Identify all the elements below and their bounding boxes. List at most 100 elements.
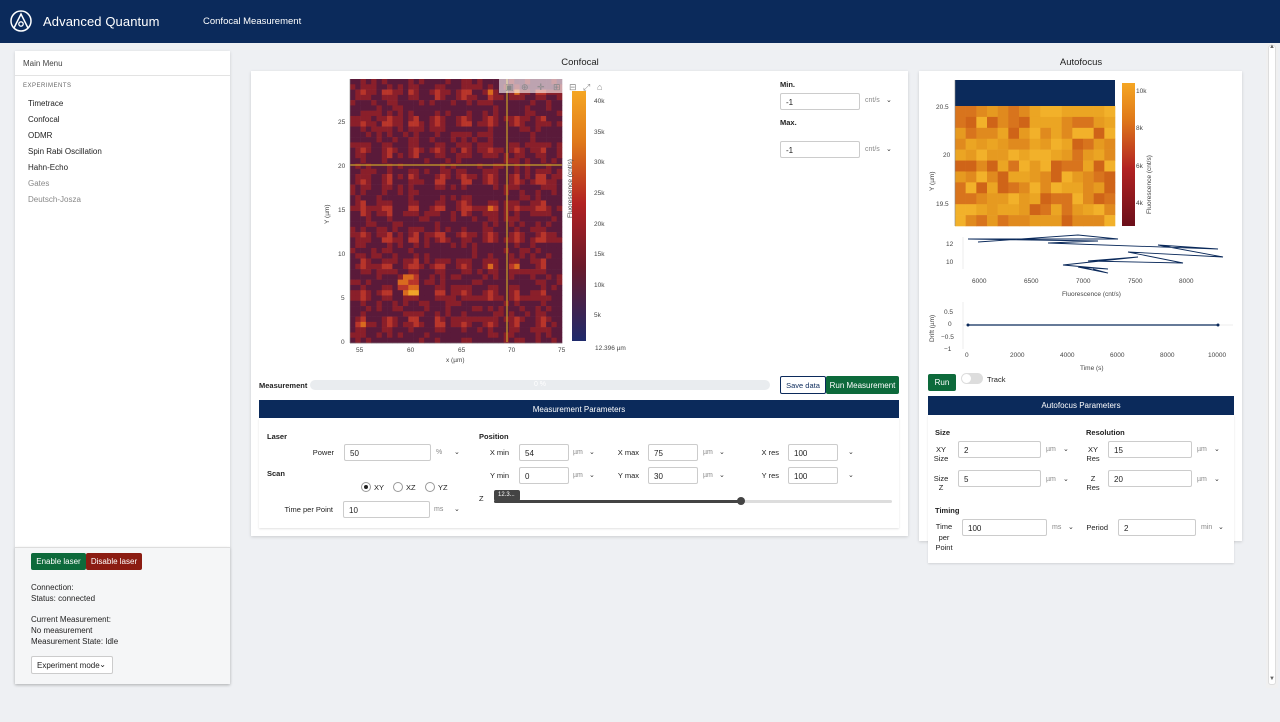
pan-icon[interactable]: ✛ [537, 82, 545, 92]
z-label: Z [479, 494, 484, 503]
xy-res-input[interactable]: 15 [1108, 441, 1192, 458]
chevron-down-icon[interactable]: ⌄ [886, 146, 892, 153]
scan-yz-radio[interactable] [425, 482, 435, 492]
af-y-tick: 19.5 [936, 201, 949, 208]
af-line-x-tick: 6000 [972, 278, 987, 285]
section-experiments: EXPERIMENTS [23, 83, 72, 89]
max-label: Max. [780, 118, 797, 127]
autofocus-line-series [967, 234, 1224, 274]
drift-y-axis-label: Drift (µm) [929, 314, 936, 342]
af-y-tick: 20 [943, 152, 951, 159]
z-slider-thumb[interactable] [736, 497, 745, 505]
scan-xy-radio[interactable] [361, 482, 371, 492]
drift-x-tick: 10000 [1208, 352, 1227, 359]
z-size-input[interactable]: 5 [958, 470, 1041, 487]
af-line-x-tick: 6500 [1024, 278, 1039, 285]
autofocus-run-button[interactable]: Run [928, 374, 956, 391]
sidebar-item-gates[interactable]: Gates [28, 179, 50, 188]
position-label: Position [479, 432, 509, 441]
xy-size-input[interactable]: 2 [958, 441, 1041, 458]
ymin-label: Y min [489, 471, 509, 480]
ymax-input[interactable]: 30 [648, 467, 698, 484]
chevron-down-icon[interactable]: ⌄ [886, 97, 892, 104]
page-scrollbar[interactable] [1266, 43, 1278, 688]
scan-xz-radio[interactable] [393, 482, 403, 492]
ymax-label: Y max [617, 471, 639, 480]
chevron-down-icon[interactable]: ⌄ [848, 449, 854, 456]
xmin-input[interactable]: 54 [519, 444, 569, 461]
track-toggle[interactable] [961, 373, 983, 384]
sidebar-item-confocal[interactable]: Confocal [28, 115, 60, 124]
zoom-icon[interactable]: ⊕ [521, 82, 529, 92]
autofocus-heatmap [955, 106, 1116, 227]
disable-laser-button[interactable]: Disable laser [86, 553, 142, 570]
measurement-label: Measurement [259, 381, 308, 390]
chevron-down-icon[interactable]: ⌄ [589, 449, 595, 456]
camera-icon[interactable]: ▣ [505, 82, 514, 92]
sidebar-item-odmr[interactable]: ODMR [28, 131, 53, 140]
z-size-unit: µm [1046, 476, 1056, 483]
tpp-label-line1: Time [935, 522, 953, 531]
laser-label: Laser [267, 432, 288, 441]
scrollbar-thumb[interactable] [1268, 45, 1276, 685]
measurement-parameters-header: Measurement Parameters [259, 400, 899, 418]
ymin-input[interactable]: 0 [519, 467, 569, 484]
xmax-label: X max [617, 448, 639, 457]
y-tick: 15 [338, 207, 346, 214]
yres-input[interactable]: 100 [788, 467, 838, 484]
sidebar-item-deutsch-josza[interactable]: Deutsch-Josza [28, 195, 81, 204]
min-label: Min. [780, 80, 795, 89]
z-slider-track[interactable] [494, 497, 892, 505]
chevron-down-icon[interactable]: ⌄ [719, 472, 725, 479]
power-input[interactable]: 50 [344, 444, 431, 461]
plot-toolbar: ▣ ⊕ ✛ ⊞ ⊟ ⤢ ⌂ [499, 79, 609, 93]
sidebar-item-spin-rabi[interactable]: Spin Rabi Oscillation [28, 147, 102, 156]
experiment-mode-select[interactable]: Experiment mode ⌄ [31, 656, 113, 674]
home-icon[interactable]: ⌂ [597, 82, 602, 92]
tpp-input[interactable]: 100 [962, 519, 1047, 536]
period-input[interactable]: 2 [1118, 519, 1196, 536]
top-bar: Advanced Quantum Confocal Measurement [0, 0, 1280, 43]
tpp-label-line2: per [938, 532, 950, 542]
scroll-up-icon[interactable]: ▲ [1269, 44, 1275, 50]
scroll-down-icon[interactable]: ▼ [1269, 676, 1275, 682]
chevron-down-icon[interactable]: ⌄ [454, 449, 460, 456]
zoom-out-icon[interactable]: ⊟ [569, 82, 577, 92]
af-line-x-tick: 7000 [1076, 278, 1091, 285]
zoom-in-icon[interactable]: ⊞ [553, 82, 561, 92]
enable-laser-button[interactable]: Enable laser [31, 553, 86, 570]
min-input[interactable]: -1 [780, 93, 860, 110]
drift-y-tick: −1 [944, 346, 952, 353]
z-res-input[interactable]: 20 [1108, 470, 1192, 487]
chevron-down-icon[interactable]: ⌄ [454, 506, 460, 513]
tpp-unit: ms [1052, 524, 1062, 531]
drift-x-tick: 4000 [1060, 352, 1075, 359]
chevron-down-icon[interactable]: ⌄ [1063, 446, 1069, 453]
time-per-point-input[interactable]: 10 [343, 501, 430, 518]
colorbar-tick: 30k [594, 159, 605, 166]
timing-label: Timing [935, 506, 960, 515]
chevron-down-icon[interactable]: ⌄ [848, 472, 854, 479]
sidebar-item-hahn-echo[interactable]: Hahn-Echo [28, 163, 69, 172]
xmin-label: X min [489, 448, 509, 457]
chevron-down-icon[interactable]: ⌄ [1068, 524, 1074, 531]
chevron-down-icon[interactable]: ⌄ [1218, 524, 1224, 531]
chevron-down-icon[interactable]: ⌄ [1214, 446, 1220, 453]
sidebar-divider [15, 75, 230, 76]
chevron-down-icon[interactable]: ⌄ [1214, 476, 1220, 483]
autoscale-icon[interactable]: ⤢ [582, 82, 590, 92]
experiment-mode-value: Experiment mode [37, 661, 100, 670]
save-data-button[interactable]: Save data [780, 376, 826, 394]
sidebar-item-timetrace[interactable]: Timetrace [28, 99, 64, 108]
chevron-down-icon[interactable]: ⌄ [1063, 476, 1069, 483]
chevron-down-icon[interactable]: ⌄ [719, 449, 725, 456]
max-input[interactable]: -1 [780, 141, 860, 158]
xmax-input[interactable]: 75 [648, 444, 698, 461]
colorbar-tick: 15k [594, 251, 605, 258]
run-measurement-button[interactable]: Run Measurement [826, 376, 899, 394]
chevron-down-icon[interactable]: ⌄ [589, 472, 595, 479]
confocal-title: Confocal [561, 57, 599, 68]
xres-input[interactable]: 100 [788, 444, 838, 461]
af-line-x-tick: 7500 [1128, 278, 1143, 285]
page-title: Confocal Measurement [203, 16, 302, 27]
